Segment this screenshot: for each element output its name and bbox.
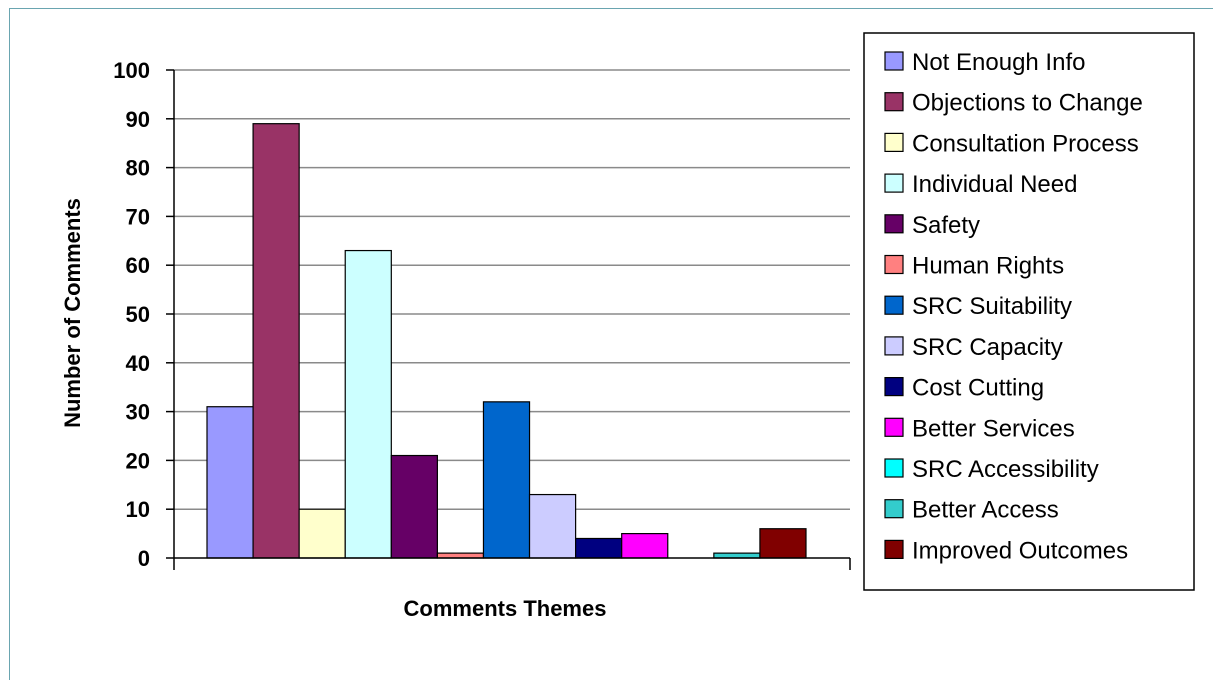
legend-label: Improved Outcomes [912, 537, 1128, 564]
bar-improved-outcomes [759, 528, 807, 559]
bar-consultation-process [298, 508, 346, 559]
legend-label: Better Access [912, 497, 1059, 524]
x-axis-title: Comments Themes [404, 596, 607, 621]
chart-frame [9, 8, 1213, 680]
legend-swatch [884, 214, 904, 234]
y-tick-label: 100 [113, 58, 150, 83]
legend-swatch [884, 254, 904, 275]
legend-label: Individual Need [912, 171, 1077, 198]
bar-not-enough-info [206, 406, 254, 559]
y-axis-title: Number of Comments [60, 198, 85, 428]
axes [166, 69, 851, 570]
legend-label: Cost Cutting [912, 375, 1044, 402]
bar-cost-cutting [575, 537, 623, 559]
y-tick-label: 30 [126, 400, 150, 425]
legend-swatch [884, 377, 904, 397]
legend: Not Enough Info Objections to Change Consu… [863, 32, 1195, 591]
legend-swatch [884, 539, 904, 560]
legend-label: Not Enough Info [912, 49, 1085, 76]
y-tick-label: 20 [126, 448, 150, 473]
y-tick-label: 70 [126, 204, 150, 229]
legend-label: Consultation Process [912, 130, 1139, 157]
legend-swatch [884, 458, 904, 478]
bar-individual-need [344, 249, 392, 559]
legend-swatch [884, 336, 904, 356]
y-tick-label: 10 [126, 497, 150, 522]
bar-src-capacity [528, 493, 577, 559]
bar-src-suitability [482, 401, 531, 559]
legend-label: SRC Accessibility [912, 456, 1099, 483]
legend-label: SRC Suitability [912, 293, 1072, 320]
legend-label: SRC Capacity [912, 334, 1063, 361]
bar-objections-to-change [252, 123, 300, 559]
legend-label: Safety [912, 212, 980, 239]
y-tick-label: 40 [126, 351, 150, 376]
legend-swatch [884, 417, 904, 437]
legend-swatch [884, 51, 904, 71]
legend-label: Objections to Change [912, 90, 1143, 117]
y-tick-label: 0 [138, 546, 150, 571]
legend-box [863, 32, 1195, 591]
bar-better-services [621, 532, 669, 559]
y-tick-labels: 0 10 20 30 40 50 60 70 80 90 100 [113, 58, 150, 571]
legend-label: Human Rights [912, 253, 1064, 280]
y-tick-label: 50 [126, 302, 150, 327]
legend-swatch [884, 132, 904, 152]
legend-swatch [884, 173, 904, 193]
legend-label: Better Services [912, 415, 1075, 442]
legend-swatch [884, 92, 904, 112]
bars [206, 123, 807, 559]
bar-safety [390, 454, 438, 559]
y-tick-label: 60 [126, 253, 150, 278]
y-tick-label: 90 [126, 107, 150, 132]
legend-swatch [884, 295, 904, 315]
legend-swatch [884, 499, 904, 519]
y-tick-label: 80 [126, 156, 150, 181]
